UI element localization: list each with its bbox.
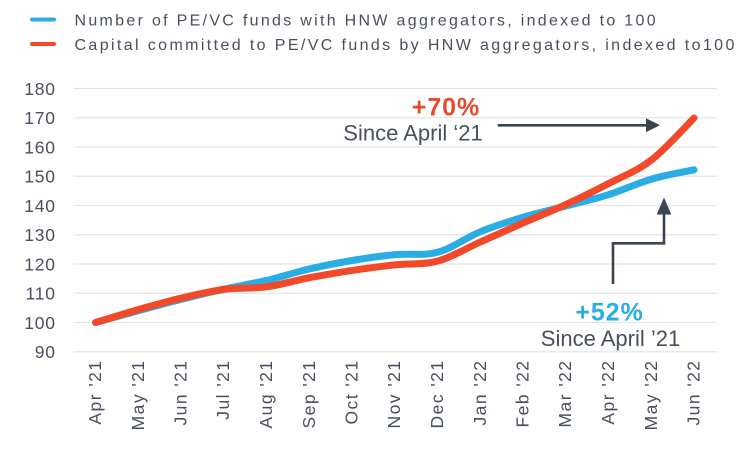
svg-text:Number of PE/VC funds with HNW: Number of PE/VC funds with HNW aggregato…: [75, 13, 658, 30]
svg-text:110: 110: [25, 284, 55, 304]
svg-text:Jun '22: Jun '22: [684, 360, 704, 426]
svg-text:+52%: +52%: [575, 299, 643, 327]
svg-text:130: 130: [24, 225, 56, 245]
svg-text:180: 180: [24, 79, 56, 99]
svg-text:May '22: May '22: [641, 360, 661, 431]
svg-text:Apr '21: Apr '21: [85, 360, 105, 425]
svg-text:Nov '21: Nov '21: [384, 360, 404, 429]
svg-text:160: 160: [24, 137, 56, 157]
svg-text:Sep '21: Sep '21: [299, 360, 319, 429]
svg-text:Since April ‘21: Since April ‘21: [343, 121, 482, 146]
svg-text:Since April ’21: Since April ’21: [541, 326, 680, 351]
svg-text:Oct '21: Oct '21: [342, 360, 362, 425]
svg-text:100: 100: [24, 313, 56, 333]
svg-text:170: 170: [24, 108, 56, 128]
svg-text:150: 150: [24, 167, 56, 187]
svg-text:Jan '22: Jan '22: [470, 360, 490, 426]
svg-text:Apr '22: Apr '22: [598, 360, 618, 425]
svg-text:Mar '22: Mar '22: [555, 360, 575, 428]
svg-text:Feb '22: Feb '22: [513, 360, 533, 428]
svg-text:90: 90: [35, 342, 56, 362]
svg-text:140: 140: [24, 196, 56, 216]
svg-text:Aug '21: Aug '21: [256, 360, 276, 429]
svg-text:Jul '21: Jul '21: [213, 360, 233, 420]
svg-text:Dec '21: Dec '21: [427, 360, 447, 429]
svg-text:120: 120: [24, 254, 56, 274]
svg-text:May '21: May '21: [128, 360, 148, 431]
svg-text:+70%: +70%: [412, 94, 480, 122]
svg-text:Capital committed to PE/VC fun: Capital committed to PE/VC funds by HNW …: [75, 37, 737, 54]
svg-text:Jun '21: Jun '21: [171, 360, 191, 426]
